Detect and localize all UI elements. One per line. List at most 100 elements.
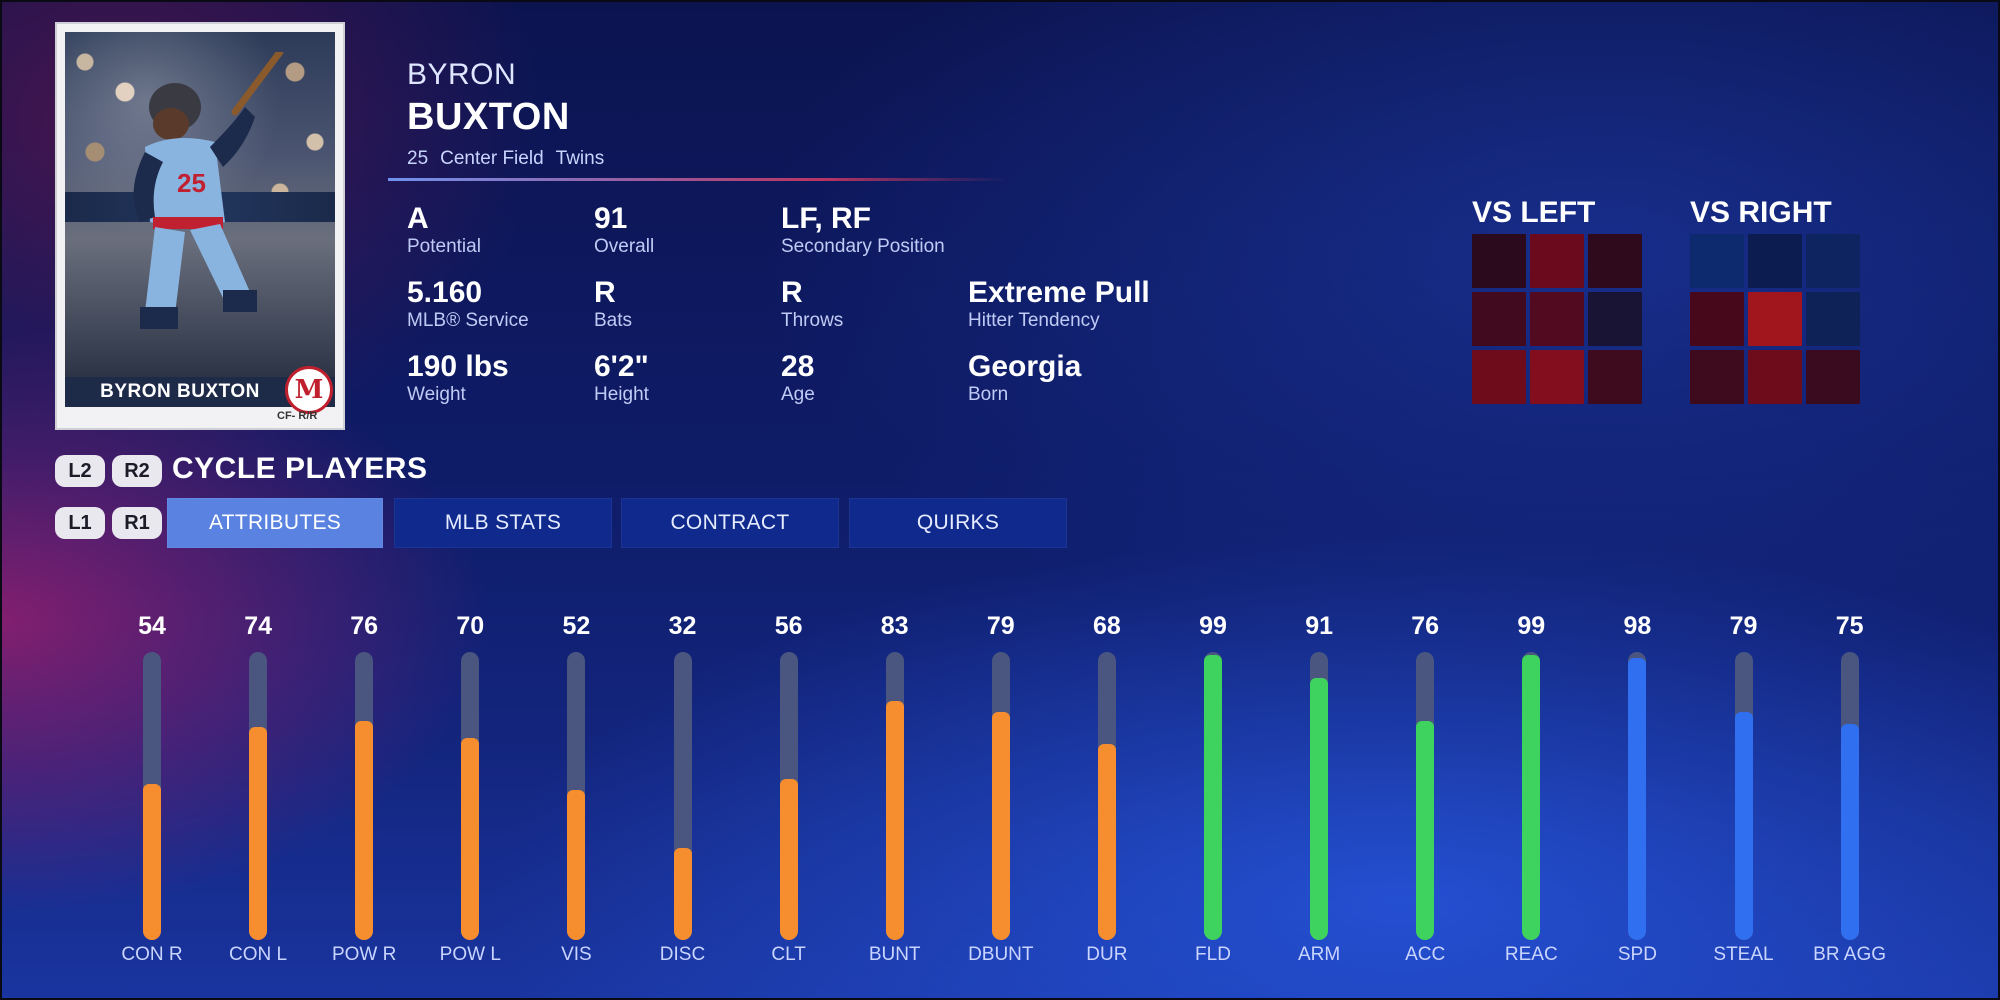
tab-quirks[interactable]: QUIRKS bbox=[849, 498, 1067, 548]
attribute-bar-fill bbox=[143, 784, 161, 940]
tab-mlb-stats[interactable]: MLB STATS bbox=[394, 498, 612, 548]
player-photo: 25 bbox=[65, 32, 335, 377]
attribute-value-label: 74 bbox=[244, 612, 272, 640]
attribute-bar-track bbox=[991, 652, 1010, 940]
attribute-bar-track bbox=[567, 652, 586, 940]
attribute-bar-fill bbox=[673, 848, 692, 940]
vs-right-title: VS RIGHT bbox=[1690, 196, 1832, 229]
attribute-bar-track bbox=[1840, 652, 1859, 940]
hot-zone-cell bbox=[1472, 292, 1526, 346]
vs-right-hot-zone-grid bbox=[1690, 234, 1860, 404]
attribute-value-label: 91 bbox=[1305, 612, 1333, 640]
tab-attributes[interactable]: ATTRIBUTES bbox=[167, 498, 383, 548]
hot-zone-cell bbox=[1806, 292, 1860, 346]
attribute-bar-fill bbox=[355, 721, 374, 940]
info-value: R bbox=[781, 276, 803, 309]
r1-button[interactable]: R1 bbox=[112, 507, 162, 539]
hot-zone-cell bbox=[1588, 234, 1642, 288]
hot-zone-cell bbox=[1748, 234, 1802, 288]
info-value: R bbox=[594, 276, 616, 309]
info-label: Height bbox=[594, 384, 649, 405]
attribute-bar-fill bbox=[1416, 721, 1435, 940]
attribute-name-label: CON L bbox=[229, 944, 288, 965]
attribute-bar-track bbox=[1522, 652, 1541, 940]
attribute-bar-fill bbox=[1204, 655, 1222, 940]
hot-zone-cell bbox=[1588, 350, 1642, 404]
info-value: Georgia bbox=[968, 350, 1082, 383]
attribute-bar-fill bbox=[1734, 712, 1753, 940]
hot-zone-cell bbox=[1530, 234, 1584, 288]
player-first-name: BYRON bbox=[407, 58, 517, 91]
attribute-name-label: CON R bbox=[121, 944, 183, 965]
attribute-value-label: 76 bbox=[350, 612, 379, 640]
l1-button[interactable]: L1 bbox=[55, 507, 105, 539]
info-label: Hitter Tendency bbox=[968, 310, 1100, 331]
attribute-name-label: VIS bbox=[561, 944, 592, 965]
l2-button[interactable]: L2 bbox=[55, 455, 105, 487]
card-position: CF- R/R bbox=[277, 410, 318, 422]
attribute-value-label: 32 bbox=[668, 612, 697, 640]
info-label: Age bbox=[781, 384, 815, 405]
attribute-value-label: 70 bbox=[456, 612, 485, 640]
attribute-value-label: 75 bbox=[1835, 612, 1864, 640]
attribute-value-label: 54 bbox=[138, 612, 166, 640]
attribute-bar-track bbox=[673, 652, 692, 940]
attribute-bar-fill bbox=[779, 779, 798, 940]
attribute-value-label: 56 bbox=[774, 612, 803, 640]
attribute-value-label: 76 bbox=[1411, 612, 1440, 640]
hot-zone-cell bbox=[1748, 292, 1802, 346]
info-label: Weight bbox=[407, 384, 466, 405]
info-value: LF, RF bbox=[781, 202, 871, 235]
info-weight: 190 lbs Weight bbox=[407, 350, 509, 406]
info-value: 91 bbox=[594, 202, 628, 235]
hot-zone-cell bbox=[1690, 292, 1744, 346]
attribute-bar-fill bbox=[885, 701, 904, 940]
tab-contract[interactable]: CONTRACT bbox=[621, 498, 839, 548]
attribute-name-label: SPD bbox=[1617, 944, 1657, 965]
attribute-bar-fill bbox=[1097, 744, 1116, 940]
svg-text:25: 25 bbox=[177, 168, 206, 198]
attribute-name-label: REAC bbox=[1504, 944, 1558, 965]
attribute-name-label: DUR bbox=[1086, 944, 1128, 965]
vs-left-hot-zone-grid bbox=[1472, 234, 1642, 404]
attribute-bar-track bbox=[355, 652, 374, 940]
info-value: 5.160 bbox=[407, 276, 483, 309]
player-team: Twins bbox=[555, 148, 605, 169]
attribute-bar-track bbox=[1204, 652, 1222, 940]
player-card[interactable]: 25 BYRON BUXTON M CF- R/R bbox=[55, 22, 345, 430]
attribute-bar-track bbox=[1734, 652, 1753, 940]
hot-zone-cell bbox=[1690, 234, 1744, 288]
attribute-value-label: 99 bbox=[1517, 612, 1546, 640]
hot-zone-cell bbox=[1806, 350, 1860, 404]
attribute-bar-track bbox=[1628, 652, 1647, 940]
info-hitter-tendency: Extreme Pull Hitter Tendency bbox=[968, 276, 1150, 332]
twins-logo-icon: M bbox=[285, 366, 333, 414]
info-age: 28 Age bbox=[781, 350, 815, 406]
attribute-bar-track bbox=[461, 652, 480, 940]
attribute-bar-fill bbox=[249, 727, 268, 940]
hot-zone-cell bbox=[1472, 350, 1526, 404]
attribute-name-label: POW R bbox=[331, 944, 397, 965]
batter-figure: 25 bbox=[133, 52, 284, 329]
hot-zone-cell bbox=[1530, 292, 1584, 346]
attribute-bar-track bbox=[779, 652, 798, 940]
attribute-name-label: ACC bbox=[1405, 944, 1446, 965]
attribute-name-label: STEAL bbox=[1713, 944, 1774, 965]
attribute-value-label: 79 bbox=[1729, 612, 1758, 640]
attribute-name-label: ARM bbox=[1297, 944, 1341, 965]
info-label: Bats bbox=[594, 310, 633, 331]
hot-zone-cell bbox=[1472, 234, 1526, 288]
info-label: Born bbox=[968, 384, 1009, 405]
hot-zone-cell bbox=[1690, 350, 1744, 404]
attribute-bar-track bbox=[1097, 652, 1116, 940]
attribute-value-label: 98 bbox=[1623, 612, 1652, 640]
info-value: A bbox=[407, 202, 429, 235]
info-overall: 91 Overall bbox=[594, 202, 654, 258]
r2-button[interactable]: R2 bbox=[112, 455, 162, 487]
info-potential: A Potential bbox=[407, 202, 481, 258]
attribute-bar-fill bbox=[1628, 658, 1647, 940]
player-last-name: BUXTON bbox=[407, 96, 570, 138]
attribute-bar-fill bbox=[1840, 724, 1859, 940]
info-label: Secondary Position bbox=[781, 236, 945, 257]
header-divider bbox=[388, 178, 1008, 181]
